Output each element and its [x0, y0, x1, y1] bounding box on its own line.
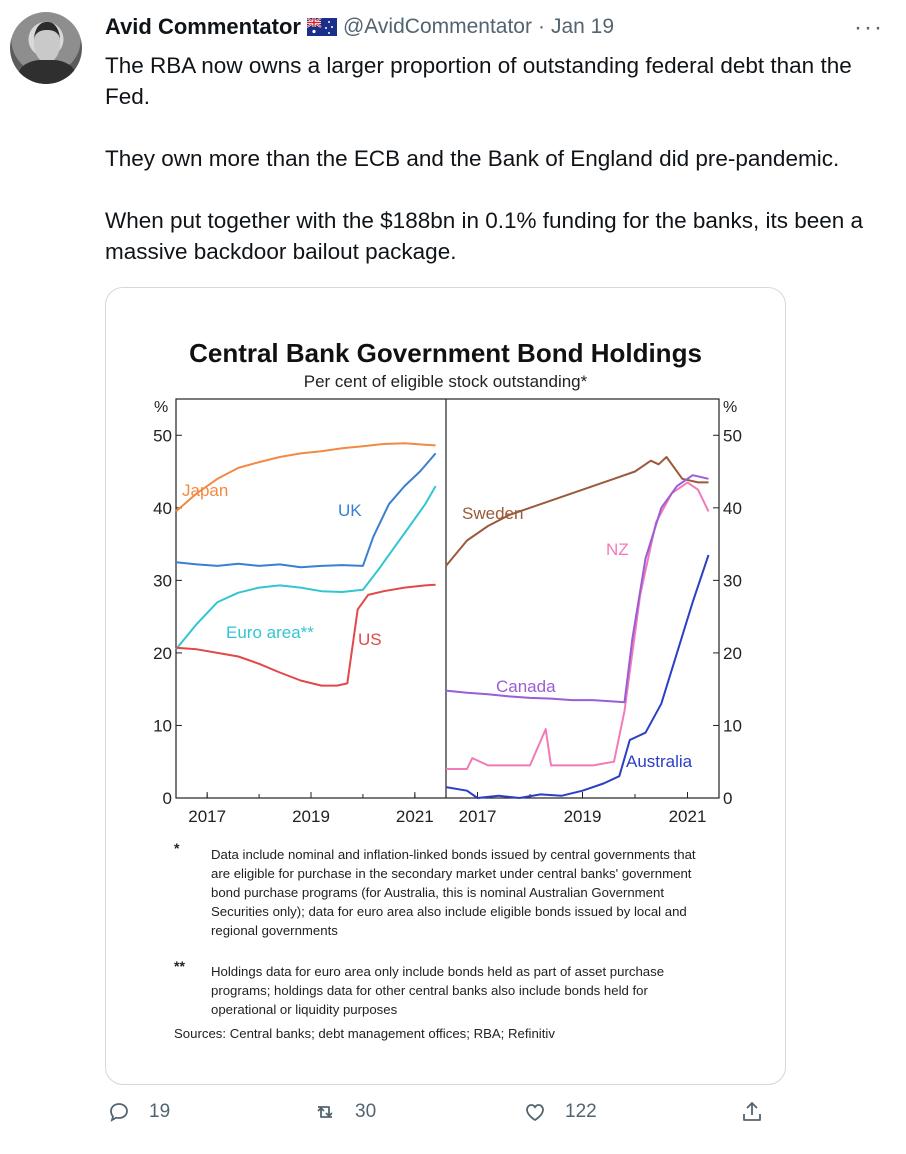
x-tick-label: 2017 [459, 807, 497, 826]
series-label: Australia [626, 752, 693, 771]
like-button[interactable]: 122 [523, 1100, 597, 1124]
series-label: Canada [496, 677, 556, 696]
retweet-icon [317, 1106, 333, 1118]
tweet-actions: 19 30 122 [0, 1100, 906, 1140]
series-line-us [175, 583, 436, 687]
tweet-paragraph: When put together with the $188bn in 0.1… [105, 208, 864, 264]
y-tick-label-left: 20 [153, 644, 172, 663]
australian-flag-icon [306, 18, 337, 36]
avatar-body [18, 60, 76, 84]
more-options-icon[interactable]: ··· [854, 14, 884, 41]
y-tick-label-left: 50 [153, 426, 172, 445]
x-tick-label: 2019 [564, 807, 602, 826]
plot-frame [175, 398, 720, 799]
like-count: 122 [565, 1101, 597, 1122]
footnote-text: Holdings data for euro area only include… [211, 964, 665, 1017]
tweet-paragraph: The RBA now owns a larger proportion of … [105, 53, 852, 109]
chart-subtitle: Per cent of eligible stock outstanding* [303, 372, 588, 391]
series-line-japan [175, 442, 436, 513]
author-name[interactable]: Avid Commentator [105, 14, 301, 39]
chart-title: Central Bank Government Bond Holdings [189, 338, 702, 368]
y-tick-label-right: 20 [723, 644, 742, 663]
x-tick-label: 2021 [669, 807, 707, 826]
separator: · [537, 15, 545, 38]
series-label: US [358, 630, 382, 649]
series-label: Japan [182, 481, 228, 500]
y-tick-label-right: 40 [723, 499, 742, 518]
y-tick-label-right: 10 [723, 716, 742, 735]
footnote-text: Data include nominal and inflation-linke… [211, 847, 696, 938]
tweet-date[interactable]: Jan 19 [550, 15, 615, 38]
y-axis-unit-right: % [723, 399, 737, 416]
series-line-uk [175, 452, 437, 569]
series-label: UK [338, 501, 362, 520]
series-line-canada [445, 474, 709, 704]
y-tick-label-left: 10 [153, 716, 172, 735]
author-handle[interactable]: @AvidCommentator [342, 15, 532, 38]
x-tick-label: 2021 [396, 807, 434, 826]
tweet-paragraph: They own more than the ECB and the Bank … [105, 146, 840, 171]
avatar-head [34, 22, 60, 62]
y-axis-unit-left: % [154, 399, 168, 416]
series-line-nz [446, 481, 710, 770]
series-label: Euro area** [226, 623, 314, 642]
series-line-australia [445, 554, 710, 799]
retweet-count: 30 [355, 1101, 377, 1122]
avatar[interactable] [10, 12, 82, 84]
series-label: NZ [606, 540, 629, 559]
x-tick-label: 2019 [292, 807, 330, 826]
y-tick-label-right: 50 [723, 426, 742, 445]
share-button[interactable] [740, 1100, 764, 1124]
y-tick-label-left: 40 [153, 499, 172, 518]
chart: 0 0 10 10 20 20 30 30 40 40 50 50% % 2017 2019 2021 Japa… [153, 398, 742, 826]
chart-image-card[interactable]: Central Bank Government Bond Holdings Pe… [105, 287, 786, 1085]
retweet-button[interactable]: 30 [313, 1100, 376, 1124]
y-tick-label-right: 30 [723, 571, 742, 590]
reply-count: 19 [149, 1101, 171, 1122]
tweet-header: Avid Commentator @AvidCommentator · Jan … [105, 14, 614, 40]
like-icon [526, 1104, 544, 1122]
share-icon [743, 1102, 761, 1121]
y-tick-label-right: 0 [723, 789, 732, 808]
tweet-text: The RBA now owns a larger proportion of … [105, 50, 895, 298]
chart-sources: Sources: Central banks; debt management … [174, 1026, 555, 1041]
x-tick-label: 2017 [188, 807, 226, 826]
series-line-euro-area [175, 485, 437, 650]
footnote-mark: * [174, 840, 180, 856]
series-label: Sweden [462, 504, 523, 523]
footnote-mark: ** [174, 958, 185, 974]
reply-icon [110, 1103, 128, 1122]
y-tick-label-left: 30 [153, 571, 172, 590]
y-tick-label-left: 0 [163, 789, 172, 808]
series-line-sweden [445, 456, 709, 567]
reply-button[interactable]: 19 [107, 1100, 170, 1124]
